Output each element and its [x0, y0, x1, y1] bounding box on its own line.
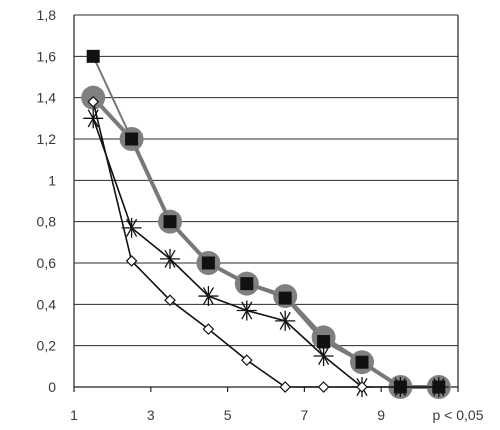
data-point [125, 132, 139, 146]
data-point [125, 255, 138, 267]
data-point [163, 215, 177, 229]
data-point [121, 217, 142, 238]
y-tick-label: 0,6 [37, 255, 57, 271]
y-tick-label: 1,2 [37, 131, 57, 147]
y-tick-label: 0 [48, 379, 56, 395]
data-point [202, 323, 215, 335]
data-point [160, 248, 180, 269]
data-point [240, 354, 253, 366]
y-tick-label: 1,8 [37, 7, 57, 23]
x-tick-label: 3 [147, 407, 155, 423]
data-point [275, 310, 296, 331]
series-line [92, 55, 439, 388]
data-point [201, 256, 215, 270]
data-point [87, 95, 100, 108]
gridlines [74, 14, 458, 347]
y-tick-label: 0,4 [37, 296, 57, 312]
data-point [355, 355, 369, 369]
data-point [317, 381, 330, 393]
x-tick-label: 9 [377, 407, 385, 423]
series-open-diamond [87, 95, 368, 393]
data-point [317, 335, 331, 349]
series-line [92, 118, 439, 388]
data-point [240, 277, 254, 291]
data-point [164, 294, 176, 307]
y-tick-label: 1,6 [37, 48, 57, 64]
data-point [278, 291, 292, 305]
data-point [390, 377, 411, 397]
series-line [92, 101, 362, 388]
x-tick-label: 5 [224, 407, 232, 423]
x-tick-label: p < 0,05 [433, 407, 484, 423]
x-tick-label: 7 [301, 407, 309, 423]
data-point [356, 381, 368, 393]
x-tick-label: 1 [70, 407, 78, 423]
series-line [91, 96, 439, 389]
y-tick-label: 0,8 [37, 214, 57, 230]
data-point [83, 108, 104, 129]
y-tick-label: 0,2 [37, 338, 57, 354]
series-black-square [86, 49, 446, 394]
x-tick-labels: 1 3 5 7 9 p < 0,05 [70, 407, 484, 423]
y-tick-labels: 0 0,2 0,4 0,6 0,8 1 1,2 1,4 1,6 1,8 [37, 7, 57, 395]
data-point [428, 377, 449, 397]
y-tick-label: 1,4 [37, 90, 57, 106]
data-point [236, 300, 257, 321]
axes [73, 15, 459, 392]
series-star [83, 108, 449, 397]
data-point [198, 286, 219, 307]
data-point [279, 381, 292, 393]
y-tick-label: 1 [48, 172, 56, 188]
data-point [313, 346, 334, 366]
series-group [81, 49, 451, 399]
data-point [86, 49, 100, 63]
